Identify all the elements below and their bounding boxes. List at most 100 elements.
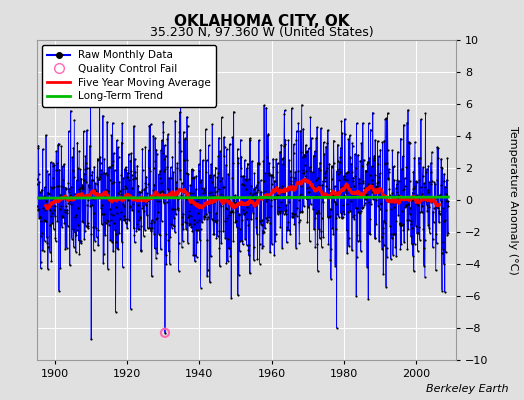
- Point: [281, 208, 289, 214]
- Point: [322, 143, 330, 150]
- Point: [358, 204, 367, 210]
- Point: [66, 195, 74, 202]
- Point: [324, 192, 332, 198]
- Point: [41, 207, 50, 214]
- Point: [193, 194, 202, 201]
- Point: [221, 235, 230, 241]
- Point: [215, 263, 224, 270]
- Point: [45, 170, 53, 177]
- Point: [414, 154, 423, 161]
- Point: [322, 165, 331, 172]
- Point: [201, 185, 209, 191]
- Point: [433, 155, 442, 161]
- Point: [230, 108, 238, 115]
- Point: [124, 174, 132, 181]
- Point: [420, 237, 429, 243]
- Point: [84, 196, 93, 203]
- Point: [335, 177, 344, 183]
- Point: [231, 192, 239, 198]
- Point: [271, 231, 280, 238]
- Point: [364, 158, 372, 165]
- Point: [193, 198, 201, 204]
- Point: [226, 208, 235, 214]
- Point: [368, 176, 376, 183]
- Point: [92, 234, 101, 240]
- Point: [289, 149, 298, 156]
- Point: [308, 135, 316, 141]
- Point: [421, 274, 429, 280]
- Point: [115, 194, 123, 201]
- Point: [324, 127, 332, 133]
- Point: [156, 232, 165, 238]
- Point: [332, 226, 340, 232]
- Point: [387, 200, 395, 206]
- Point: [256, 240, 264, 247]
- Point: [166, 261, 174, 267]
- Point: [257, 189, 266, 195]
- Point: [354, 238, 362, 244]
- Point: [373, 180, 381, 186]
- Point: [184, 170, 192, 177]
- Point: [328, 175, 336, 182]
- Point: [99, 191, 107, 197]
- Point: [347, 198, 355, 204]
- Point: [337, 215, 346, 222]
- Point: [116, 216, 124, 222]
- Point: [243, 165, 251, 171]
- Point: [279, 155, 288, 161]
- Point: [418, 209, 426, 215]
- Point: [122, 220, 130, 226]
- Point: [84, 182, 93, 188]
- Point: [172, 211, 180, 218]
- Point: [236, 237, 245, 244]
- Point: [426, 198, 434, 205]
- Point: [350, 216, 358, 222]
- Point: [275, 185, 283, 191]
- Point: [328, 163, 336, 169]
- Point: [326, 276, 335, 282]
- Point: [249, 186, 258, 192]
- Point: [434, 205, 442, 212]
- Point: [369, 196, 377, 202]
- Point: [255, 161, 263, 168]
- Point: [214, 153, 223, 159]
- Point: [423, 166, 431, 172]
- Point: [226, 209, 234, 215]
- Point: [384, 147, 392, 153]
- Point: [158, 137, 166, 143]
- Point: [35, 214, 43, 221]
- Point: [313, 268, 322, 274]
- Point: [443, 193, 451, 199]
- Point: [231, 204, 239, 210]
- Point: [182, 196, 191, 202]
- Point: [192, 227, 200, 233]
- Point: [434, 210, 443, 216]
- Point: [364, 296, 373, 302]
- Point: [203, 237, 212, 243]
- Point: [111, 227, 119, 234]
- Point: [252, 184, 260, 190]
- Point: [184, 213, 193, 220]
- Point: [412, 178, 420, 184]
- Point: [410, 268, 418, 274]
- Point: [365, 154, 373, 161]
- Point: [85, 164, 94, 171]
- Point: [261, 215, 270, 221]
- Point: [108, 239, 116, 245]
- Point: [116, 188, 124, 194]
- Point: [189, 174, 198, 181]
- Point: [433, 176, 441, 183]
- Point: [117, 139, 126, 146]
- Point: [135, 226, 143, 232]
- Point: [428, 149, 436, 155]
- Point: [434, 145, 442, 152]
- Point: [390, 230, 399, 237]
- Point: [318, 192, 326, 198]
- Point: [181, 170, 190, 176]
- Point: [418, 203, 427, 210]
- Point: [303, 185, 311, 192]
- Point: [71, 212, 80, 218]
- Point: [390, 177, 399, 184]
- Point: [242, 186, 250, 192]
- Point: [425, 230, 434, 236]
